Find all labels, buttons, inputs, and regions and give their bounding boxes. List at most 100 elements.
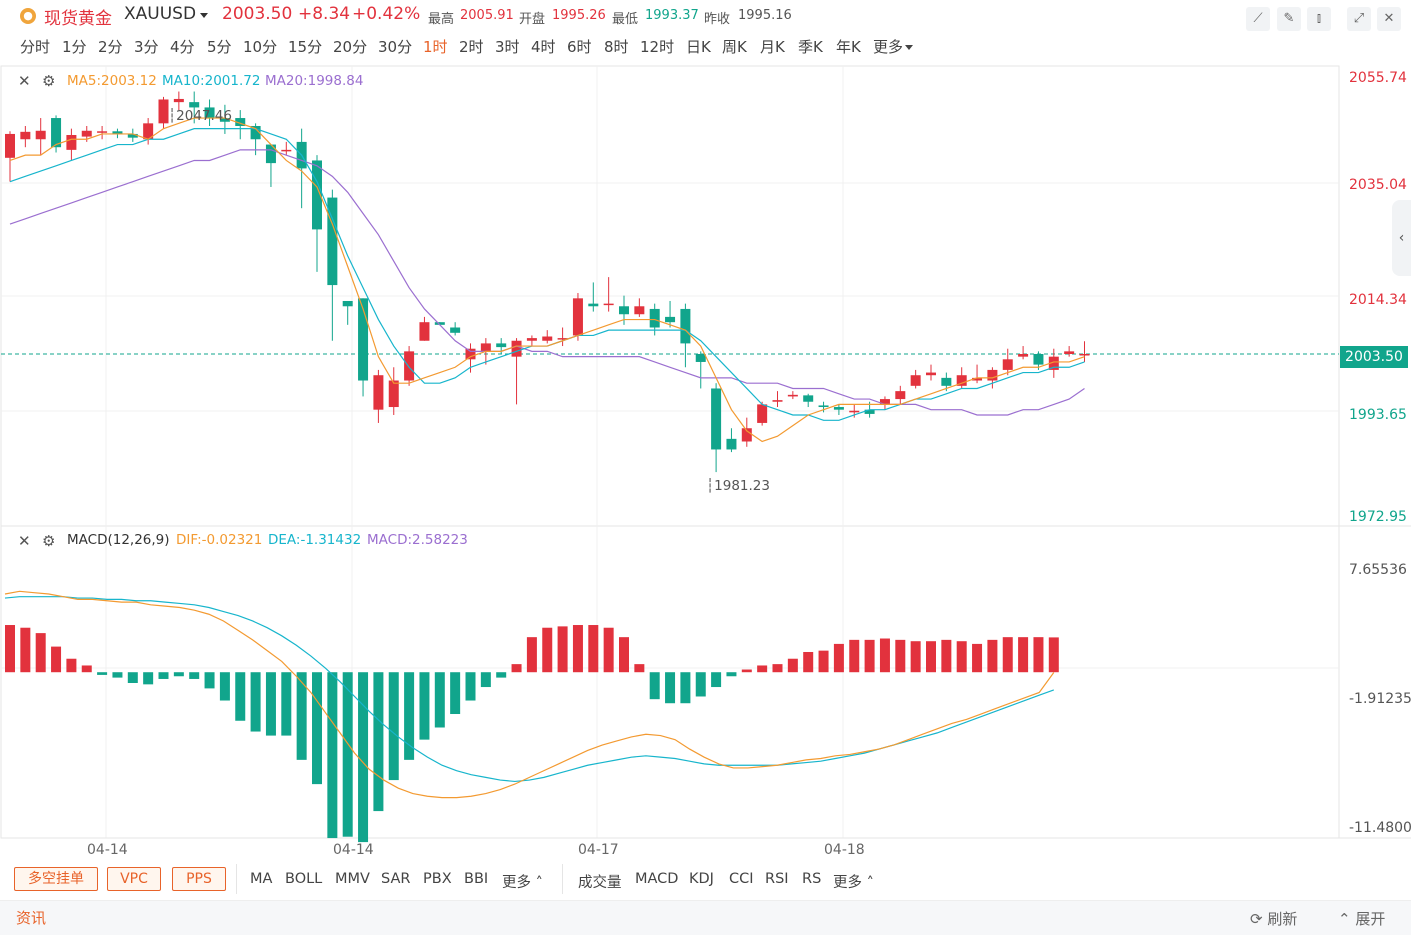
timeframe-14[interactable]: 6时 — [567, 38, 592, 56]
timeframe-18[interactable]: 周K — [722, 38, 747, 56]
symbol-dropdown-icon[interactable] — [200, 13, 208, 18]
close-indicator-icon[interactable]: ✕ — [18, 72, 31, 90]
line-chart-icon[interactable]: ⟋ — [1246, 7, 1270, 31]
macd-histogram — [5, 625, 1059, 843]
instrument-name[interactable]: 现货黄金 — [44, 9, 112, 29]
macd-bar — [803, 651, 814, 673]
news-title[interactable]: 资讯 — [16, 909, 47, 927]
indicator-macd[interactable]: MACD — [635, 871, 679, 887]
macd-legend-name: MACD(12,26,9) — [67, 532, 170, 548]
sub-indicator-more[interactable]: 更多 ˄ — [833, 875, 874, 891]
candle — [695, 354, 706, 362]
timeframe-17[interactable]: 日K — [686, 38, 711, 56]
expand-panel-chevron-icon[interactable]: ‹ — [1392, 200, 1411, 276]
price-axis-label: 2014.34 — [1349, 292, 1407, 308]
macd-lines — [4, 590, 1055, 799]
macd-bar — [619, 637, 629, 673]
candle — [864, 409, 875, 414]
timeframe-16[interactable]: 12时 — [640, 38, 675, 56]
low-annotation: ┆1981.23 — [706, 478, 770, 494]
timeframe-10[interactable]: 1时 — [423, 38, 448, 56]
indicator-ma[interactable]: MA — [250, 871, 273, 887]
indicator-mmv[interactable]: MMV — [335, 871, 370, 887]
candle — [557, 338, 568, 340]
main-indicator-more[interactable]: 更多 ˄ — [502, 875, 543, 891]
indicator-volume[interactable]: 成交量 — [578, 875, 622, 891]
instrument-symbol[interactable]: XAUUSD — [124, 4, 197, 24]
indicator-bbi[interactable]: BBI — [464, 871, 489, 887]
chart-canvas[interactable] — [0, 0, 1411, 900]
long-short-orders-button[interactable]: 多空挂单 — [14, 867, 98, 891]
macd-bar — [250, 672, 261, 732]
candle — [818, 405, 829, 408]
timeframe-20[interactable]: 季K — [798, 38, 823, 56]
high-label: 最高 — [428, 12, 455, 27]
indicator-rsi[interactable]: RSI — [765, 871, 789, 887]
expand-button[interactable]: ⌃ 展开 — [1338, 910, 1386, 928]
candle — [833, 407, 844, 410]
candle-style-icon[interactable]: ⫾ — [1307, 7, 1331, 31]
timeframe-11[interactable]: 2时 — [459, 38, 484, 56]
candle — [772, 400, 783, 402]
double-chevron-up-icon: ⌃ — [1338, 910, 1351, 928]
candle — [726, 438, 737, 450]
timeframe-3[interactable]: 3分 — [134, 38, 159, 56]
candle — [619, 306, 629, 315]
macd-bar — [97, 672, 108, 675]
candle — [66, 135, 77, 150]
candle — [803, 395, 814, 402]
macd-bar — [219, 672, 230, 701]
macd-bar — [726, 672, 737, 677]
timeframe-0[interactable]: 分时 — [20, 38, 51, 56]
settings-gear-icon[interactable]: ⚙ — [42, 532, 56, 550]
macd-bar — [879, 638, 890, 673]
indicator-rs[interactable]: RS — [802, 871, 822, 887]
vpc-button[interactable]: VPC — [107, 867, 161, 891]
timeframe-6[interactable]: 10分 — [243, 38, 278, 56]
macd-bar — [926, 641, 936, 673]
macd-bar — [51, 646, 62, 673]
timeframe-7[interactable]: 15分 — [288, 38, 323, 56]
settings-gear-icon[interactable]: ⚙ — [42, 72, 56, 90]
candle — [680, 308, 691, 344]
close-indicator-icon[interactable]: ✕ — [18, 532, 31, 550]
indicator-cci[interactable]: CCI — [729, 871, 754, 887]
timeframe-4[interactable]: 4分 — [170, 38, 195, 56]
candle — [404, 351, 415, 381]
indicator-kdj[interactable]: KDJ — [689, 871, 714, 887]
draw-pen-icon[interactable]: ✎ — [1277, 7, 1301, 31]
gold-coin-icon: ● — [20, 8, 36, 24]
candle — [634, 306, 645, 315]
timeframe-19[interactable]: 月K — [760, 38, 785, 56]
timeframe-more[interactable]: 更多 — [873, 36, 914, 57]
indicator-boll[interactable]: BOLL — [285, 871, 323, 887]
timeframe-8[interactable]: 20分 — [333, 38, 368, 56]
timeframe-13[interactable]: 4时 — [531, 38, 556, 56]
timeframe-2[interactable]: 2分 — [98, 38, 123, 56]
macd-bar — [972, 643, 983, 673]
candle — [143, 123, 154, 140]
price-axis-label: 2055.74 — [1349, 70, 1407, 86]
candle — [342, 300, 353, 307]
macd-bar — [465, 672, 476, 701]
price-change: +8.34 — [298, 4, 351, 24]
close-icon[interactable]: ✕ — [1377, 7, 1401, 31]
timeframe-9[interactable]: 30分 — [378, 38, 413, 56]
candle — [419, 322, 430, 341]
candle — [649, 308, 660, 328]
candle — [1079, 354, 1090, 356]
candle — [972, 377, 983, 381]
timeframe-5[interactable]: 5分 — [207, 38, 232, 56]
indicator-pbx[interactable]: PBX — [423, 871, 452, 887]
pps-button[interactable]: PPS — [172, 867, 226, 891]
timeframe-15[interactable]: 8时 — [604, 38, 629, 56]
refresh-button[interactable]: ⟳ 刷新 — [1250, 910, 1298, 928]
timeframe-12[interactable]: 3时 — [495, 38, 520, 56]
macd-bar — [665, 672, 676, 704]
timeframe-1[interactable]: 1分 — [62, 38, 87, 56]
candle — [926, 372, 936, 376]
timeframe-21[interactable]: 年K — [836, 38, 861, 56]
macd-bar — [1018, 637, 1029, 673]
fullscreen-icon[interactable]: ⤢ — [1347, 7, 1371, 31]
indicator-sar[interactable]: SAR — [381, 871, 411, 887]
